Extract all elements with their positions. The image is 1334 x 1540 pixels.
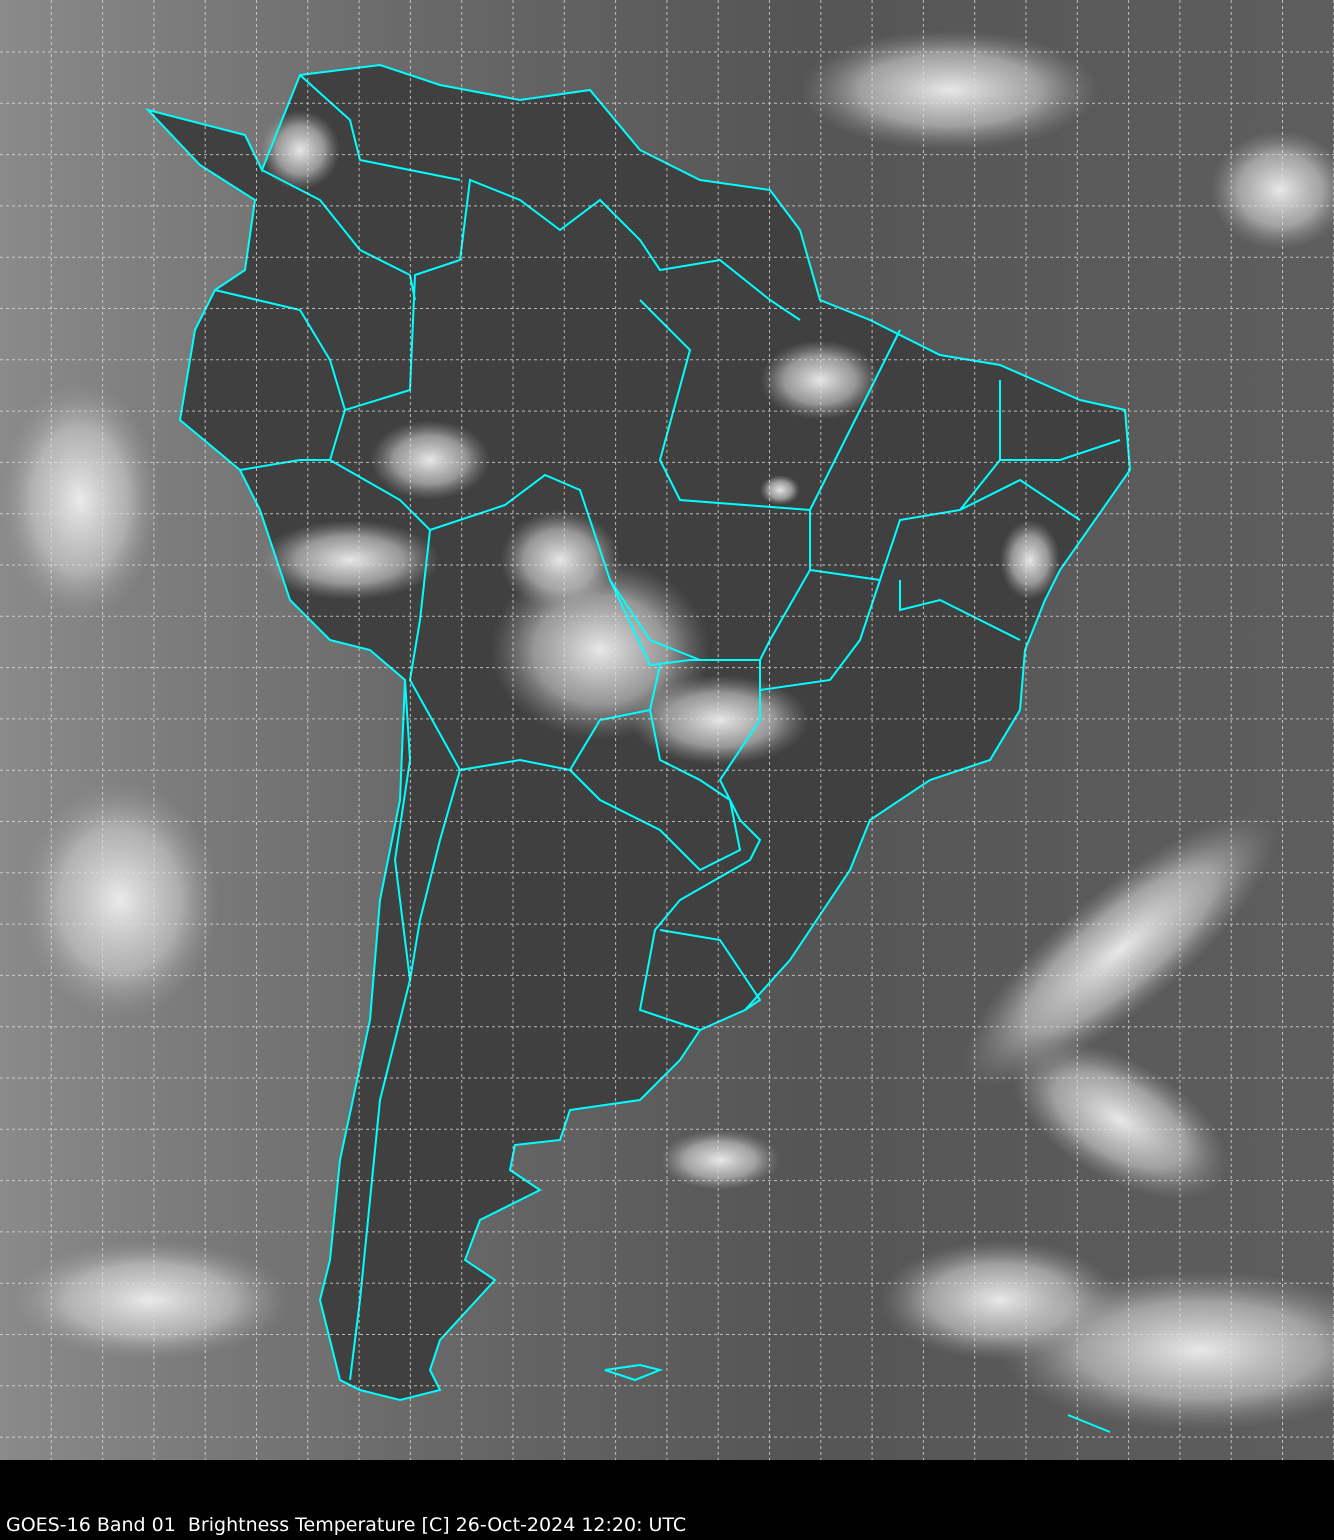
border-brazil-states — [609, 299, 1121, 691]
cloud-patch — [760, 475, 800, 505]
cloud-patch — [660, 1130, 780, 1190]
coastline — [144, 63, 1132, 1402]
cloud-patch — [962, 813, 1278, 1087]
island-falklands — [604, 1363, 664, 1382]
cloud-patch — [370, 420, 490, 500]
border-paraguay — [569, 709, 742, 872]
cloud-patch — [0, 380, 160, 620]
border-bolivia — [408, 529, 661, 772]
cloud-patch — [880, 1240, 1120, 1360]
lat-lon-grid — [0, 0, 1334, 1460]
image-caption: GOES-16 Band 01 Brightness Temperature [… — [6, 1514, 687, 1536]
political-borders — [144, 63, 1132, 1433]
border-brazil-north — [459, 178, 801, 321]
cloud-patch — [260, 520, 440, 600]
cloud-patch — [260, 110, 340, 190]
cloud-patch — [10, 1240, 290, 1360]
border-peru-ecuador — [214, 289, 346, 471]
cloud-patch — [800, 30, 1100, 150]
cloud-patch — [1011, 1040, 1229, 1200]
cloud-patch — [630, 675, 810, 765]
cloud-patch — [1210, 130, 1334, 250]
border-uruguay — [659, 929, 762, 1011]
cloud-patch — [20, 780, 220, 1020]
border-argentina-east — [409, 769, 461, 981]
cloud-patch — [500, 510, 620, 610]
cloud-patch — [1000, 520, 1060, 600]
cloud-patch — [760, 340, 880, 420]
island-south-georgia — [1067, 1414, 1111, 1433]
cloud-cover — [0, 30, 1334, 1430]
satellite-image — [0, 0, 1334, 1460]
border-brazil — [328, 259, 762, 1031]
